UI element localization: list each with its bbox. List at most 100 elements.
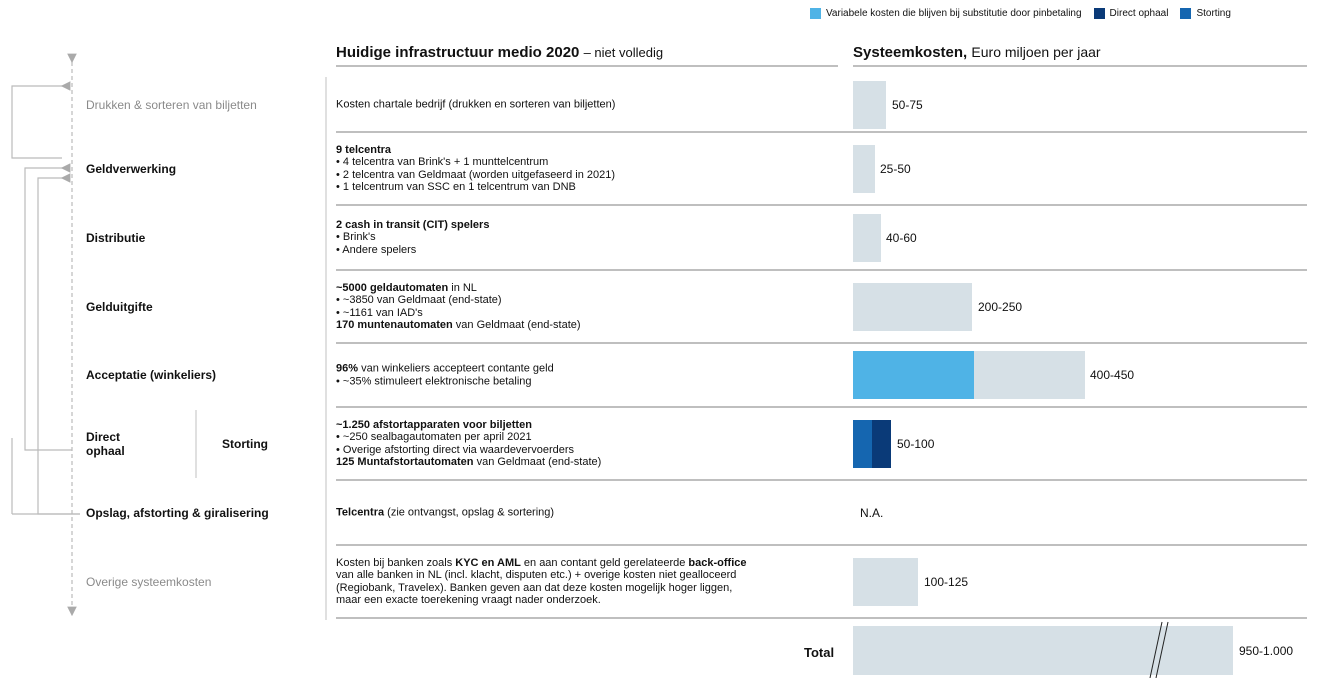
cost-header: Systeemkosten, Euro miljoen per jaar xyxy=(853,44,1101,61)
cost-label: 50-75 xyxy=(892,97,923,112)
cost-bar xyxy=(853,419,872,468)
description-line: 9 telcentra xyxy=(336,143,615,156)
stage-label: Geldverwerking xyxy=(86,161,177,176)
text-segment: • Andere spelers xyxy=(336,243,417,256)
description: 96% van winkeliers accepteert contante g… xyxy=(336,362,554,387)
cost-label: 100-125 xyxy=(924,574,969,589)
cost-label: 25-50 xyxy=(880,161,911,176)
cost-label: 200-250 xyxy=(978,299,1023,314)
cost-bar xyxy=(853,557,918,606)
text-segment: Telcentra xyxy=(336,506,385,519)
description: Kosten bij banken zoals KYC en AML en aa… xyxy=(336,556,747,606)
text-segment: in NL xyxy=(448,281,477,294)
text-segment: Kosten chartale bedrijf (drukken en sort… xyxy=(336,98,616,111)
text-segment: (Regiobank, Travelex). Banken geven aan … xyxy=(336,581,733,594)
text-segment: 96% xyxy=(336,362,359,375)
cost-bar xyxy=(853,351,974,399)
stage-label: Opslag, afstorting & giralisering xyxy=(86,505,269,520)
text-segment: • Overige afstorting direct via waardeve… xyxy=(336,443,575,456)
description-line: 125 Muntafstortautomaten van Geldmaat (e… xyxy=(336,456,601,469)
description-line: 96% van winkeliers accepteert contante g… xyxy=(336,362,554,375)
cost-bar xyxy=(853,282,972,331)
description-line: • Andere spelers xyxy=(336,244,489,257)
description: Telcentra (zie ontvangst, opslag & sorte… xyxy=(336,506,554,519)
cost-label: 40-60 xyxy=(886,230,917,245)
description-line: (Regiobank, Travelex). Banken geven aan … xyxy=(336,582,747,595)
text-segment: back-office xyxy=(688,556,747,569)
cost-bar xyxy=(853,80,886,129)
text-segment: 9 telcentra xyxy=(336,143,392,156)
description-line: • 4 telcentra van Brink's + 1 munttelcen… xyxy=(336,156,615,169)
legend-label: Direct ophaal xyxy=(1109,8,1169,19)
cost-label: 50-100 xyxy=(897,436,935,451)
header-title: Systeemkosten, xyxy=(853,44,968,61)
stage-label: Direct ophaal xyxy=(86,429,125,458)
text-segment: • ~250 sealbagautomaten per april 2021 xyxy=(336,430,532,443)
stage-label: Overige systeemkosten xyxy=(86,574,212,589)
legend-label: Storting xyxy=(1196,8,1231,19)
description-line: • Overige afstorting direct via waardeve… xyxy=(336,444,601,457)
text-segment: 170 muntenautomaten xyxy=(336,319,453,332)
description-line: 2 cash in transit (CIT) spelers xyxy=(336,219,489,232)
text-segment: van winkeliers accepteert contante geld xyxy=(358,362,554,375)
text-segment: maar een exacte toerekening vraagt nader… xyxy=(336,594,601,607)
text-segment: (zie ontvangst, opslag & sortering) xyxy=(384,506,555,519)
description-line: Kosten bij banken zoals KYC en AML en aa… xyxy=(336,556,747,569)
header-note: Euro miljoen per jaar xyxy=(971,44,1101,60)
text-segment: en aan contant geld gerelateerde xyxy=(520,556,689,569)
text-segment: van Geldmaat (end-state) xyxy=(452,319,581,332)
legend: Variabele kosten die blijven bij substit… xyxy=(810,8,1231,19)
stage-label: Acceptatie (winkeliers) xyxy=(86,368,217,382)
cost-label: N.A. xyxy=(860,505,884,520)
stage-label: Storting xyxy=(222,436,268,451)
description-line: • Brink's xyxy=(336,231,489,244)
description: Kosten chartale bedrijf (drukken en sort… xyxy=(336,98,615,111)
total-cost: 950-1.000 xyxy=(1239,644,1294,658)
description-line: • 1 telcentrum van SSC en 1 telcentrum v… xyxy=(336,181,615,194)
break-mark xyxy=(1149,621,1169,678)
text-segment: • ~1161 van IAD's xyxy=(336,306,423,319)
description-line: ~5000 geldautomaten in NL xyxy=(336,281,581,294)
description-line: van alle banken in NL (incl. klacht, dis… xyxy=(336,569,747,582)
text-segment: 2 cash in transit (CIT) spelers xyxy=(336,218,490,231)
description-line: • ~3850 van Geldmaat (end-state) xyxy=(336,294,581,307)
text-segment: • Brink's xyxy=(336,231,376,244)
total-label: Total xyxy=(804,645,835,660)
description-line: ~1.250 afstortapparaten voor biljetten xyxy=(336,418,601,431)
text-segment: KYC en AML xyxy=(455,556,521,569)
text-segment: • ~3850 van Geldmaat (end-state) xyxy=(336,293,502,306)
description-line: Telcentra (zie ontvangst, opslag & sorte… xyxy=(336,506,554,519)
cost-label: 400-450 xyxy=(1090,368,1135,382)
description-line: • 2 telcentra van Geldmaat (worden uitge… xyxy=(336,169,615,182)
description-line: 170 muntenautomaten van Geldmaat (end-st… xyxy=(336,319,581,332)
description-line: maar een exacte toerekening vraagt nader… xyxy=(336,594,747,607)
total-bar xyxy=(853,626,1233,675)
text-segment: • 1 telcentrum van SSC en 1 telcentrum v… xyxy=(336,181,576,194)
header-title: Huidige infrastructuur medio 2020 xyxy=(336,44,580,61)
header-note: – niet volledig xyxy=(583,45,664,60)
description: ~1.250 afstortapparaten voor biljetten • … xyxy=(336,418,601,468)
text-segment: Kosten bij banken zoals xyxy=(336,556,456,569)
text-segment: • 2 telcentra van Geldmaat (worden uitge… xyxy=(336,168,616,181)
description: ~5000 geldautomaten in NL • ~3850 van Gel… xyxy=(336,281,581,331)
description-line: • ~1161 van IAD's xyxy=(336,307,581,320)
text-segment: van Geldmaat (end-state) xyxy=(473,456,602,469)
text-segment: 125 Muntafstortautomaten xyxy=(336,456,474,469)
stage-label: Gelduitgifte xyxy=(86,299,153,314)
description-line: Kosten chartale bedrijf (drukken en sort… xyxy=(336,98,615,111)
legend-label: Variabele kosten die blijven bij substit… xyxy=(826,8,1082,19)
text-segment: • 4 telcentra van Brink's + 1 munttelcen… xyxy=(336,155,549,168)
cost-bar xyxy=(872,419,891,468)
stage-label: Drukken & sorteren van biljetten xyxy=(86,97,257,112)
cost-bar xyxy=(974,351,1085,399)
infra-header: Huidige infrastructuur medio 2020 – niet… xyxy=(336,44,663,61)
text-segment: ~5000 geldautomaten xyxy=(336,281,449,294)
cost-bar xyxy=(853,144,875,193)
description-line: • ~35% stimuleert elektronische betaling xyxy=(336,375,554,388)
text-segment: van alle banken in NL (incl. klacht, dis… xyxy=(336,568,737,581)
description: 9 telcentra • 4 telcentra van Brink's + 1… xyxy=(336,143,615,193)
description-line: • ~250 sealbagautomaten per april 2021 xyxy=(336,431,601,444)
cost-bar xyxy=(853,213,881,262)
description: 2 cash in transit (CIT) spelers • Brink's… xyxy=(336,219,489,257)
